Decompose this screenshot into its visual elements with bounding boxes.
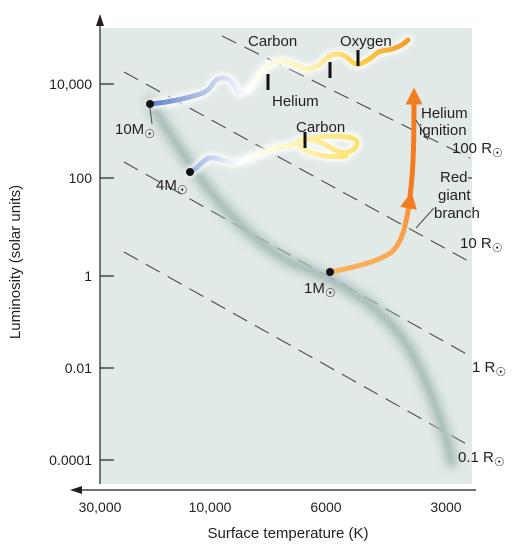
x-axis-arrow [70,486,82,494]
x-axis-title: Surface temperature (K) [208,525,369,542]
radius-label-01: 0.1 R☉ [458,449,505,469]
y-tick-label-00001: 0.0001 [49,452,92,468]
radius-line-100 [221,35,471,159]
x-tick-label-10000: 10,000 [189,499,232,515]
label-red-giant-2: giant [438,187,471,204]
label-red-giant-3: branch [434,205,480,222]
leader-lines [149,107,435,229]
label-carbon-top: Carbon [248,33,297,50]
y-axis-title: Luminosity (solar units) [7,185,24,339]
y-tick-label-001: 0.01 [65,360,92,376]
y-tick-label-100: 100 [69,170,93,186]
label-helium: Helium [272,93,319,110]
x-tick-label-6000: 6000 [310,499,341,515]
track-1m-rgb-tip [405,87,423,199]
leader-red-giant-branch [415,207,435,229]
leader-10m [149,107,153,125]
phase-ticks [266,50,360,148]
star-1m-label: 1M☉ [304,280,336,300]
leader-helium-ignition [415,119,429,141]
radius-label-10: 10 R☉ [460,235,502,255]
label-helium-ignition-2: ignition [419,122,467,139]
label-helium-ignition-1: Helium [421,105,468,122]
radius-label-100: 100 R☉ [452,140,503,160]
radius-line-01 [123,251,471,447]
axes [70,14,476,494]
star-10m-dot [146,100,154,108]
label-oxygen: Oxygen [340,33,392,50]
track-4m [187,133,360,175]
star-10m-label: 10M☉ [115,121,155,141]
radius-line-1 [123,161,471,357]
y-axis-arrow [96,14,104,26]
label-carbon-mid: Carbon [296,119,345,136]
star-1m-dot [326,268,334,276]
y-tick-label-1: 1 [84,268,92,284]
main-sequence-core [148,100,454,464]
track-10m [147,37,411,107]
star-4m-dot [186,168,194,176]
label-red-giant-1: Red- [440,169,473,186]
radius-label-1: 1 R☉ [472,359,506,379]
star-4m-label: 4M☉ [156,177,188,197]
x-tick-label-30000: 30,000 [79,499,122,515]
y-tick-label-10000: 10,000 [49,76,92,92]
x-tick-label-3000: 3000 [430,499,461,515]
track-1m-rgb [327,191,417,275]
